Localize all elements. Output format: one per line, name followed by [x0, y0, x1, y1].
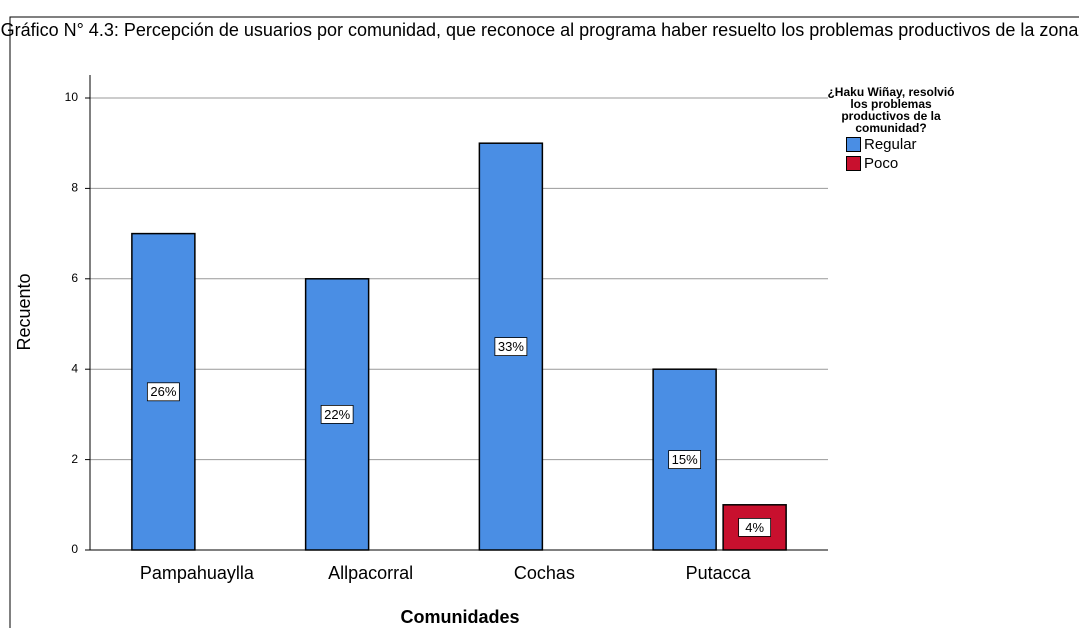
chart-title: Gráfico N° 4.3: Percepción de usuarios p… — [0, 20, 1079, 40]
y-tick-label: 0 — [71, 542, 78, 556]
x-tick-label: Pampahuaylla — [140, 563, 255, 583]
legend-item: Regular — [846, 136, 956, 153]
y-axis-label: Recuento — [14, 273, 34, 350]
y-tick-label: 6 — [71, 271, 78, 285]
legend: ¿Haku Wiñay, resolvió los problemas prod… — [826, 86, 956, 172]
legend-title: ¿Haku Wiñay, resolvió los problemas prod… — [827, 85, 955, 135]
value-label-box — [494, 337, 528, 357]
legend-swatch — [846, 137, 861, 152]
y-tick-label: 8 — [71, 181, 78, 195]
value-label: 15% — [672, 452, 698, 467]
value-label-box — [668, 450, 702, 470]
legend-label: Regular — [864, 136, 917, 153]
y-tick-label: 2 — [71, 452, 78, 466]
y-tick-label: 4 — [71, 361, 78, 375]
y-tick-label: 10 — [65, 90, 79, 104]
value-label: 22% — [324, 407, 350, 422]
value-label-box — [738, 518, 772, 537]
value-label: 26% — [150, 384, 176, 399]
frame — [9, 16, 1079, 628]
x-axis-label: Comunidades — [400, 607, 519, 627]
legend-swatch — [846, 156, 861, 171]
legend-item: Poco — [846, 155, 956, 172]
legend-label: Poco — [864, 155, 899, 172]
x-tick-label: Putacca — [686, 563, 752, 583]
value-label: 33% — [498, 339, 524, 354]
bar — [304, 278, 370, 551]
x-tick-label: Cochas — [514, 563, 575, 583]
value-label-box — [146, 382, 180, 402]
value-label: 4% — [745, 520, 764, 535]
value-label-box — [320, 404, 354, 424]
x-tick-label: Allpacorral — [328, 563, 413, 583]
